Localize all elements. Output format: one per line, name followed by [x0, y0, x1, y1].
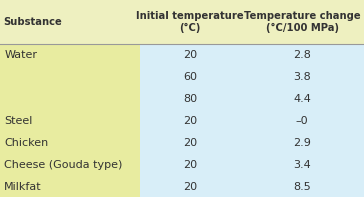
Text: Chicken: Chicken	[4, 138, 49, 148]
Bar	[140, 154, 364, 176]
Text: Cheese (Gouda type): Cheese (Gouda type)	[4, 160, 123, 170]
Bar	[0, 110, 140, 132]
Text: Milkfat: Milkfat	[4, 182, 42, 192]
Text: 3.4: 3.4	[293, 160, 311, 170]
Text: Initial temperature
(°C): Initial temperature (°C)	[136, 11, 244, 33]
Text: 80: 80	[183, 94, 197, 104]
Bar	[0, 0, 364, 44]
Bar	[0, 88, 140, 110]
Bar	[0, 44, 140, 66]
Bar	[140, 176, 364, 197]
Bar	[0, 66, 140, 88]
Text: 2.8: 2.8	[293, 50, 311, 60]
Text: Water: Water	[4, 50, 37, 60]
Text: Substance: Substance	[4, 17, 62, 27]
Bar	[0, 154, 140, 176]
Bar	[140, 110, 364, 132]
Bar	[0, 176, 140, 197]
Text: 60: 60	[183, 72, 197, 82]
Text: –0: –0	[296, 116, 308, 126]
Text: 20: 20	[183, 50, 197, 60]
Text: 20: 20	[183, 138, 197, 148]
Text: 4.4: 4.4	[293, 94, 311, 104]
Text: 2.9: 2.9	[293, 138, 311, 148]
Text: 20: 20	[183, 160, 197, 170]
Bar	[140, 66, 364, 88]
Bar	[140, 132, 364, 154]
Text: Temperature change
(°C/100 MPa): Temperature change (°C/100 MPa)	[244, 11, 360, 33]
Text: 3.8: 3.8	[293, 72, 311, 82]
Text: 8.5: 8.5	[293, 182, 311, 192]
Bar	[140, 44, 364, 66]
Bar	[140, 88, 364, 110]
Text: 20: 20	[183, 116, 197, 126]
Text: Steel: Steel	[4, 116, 33, 126]
Bar	[0, 132, 140, 154]
Text: 20: 20	[183, 182, 197, 192]
